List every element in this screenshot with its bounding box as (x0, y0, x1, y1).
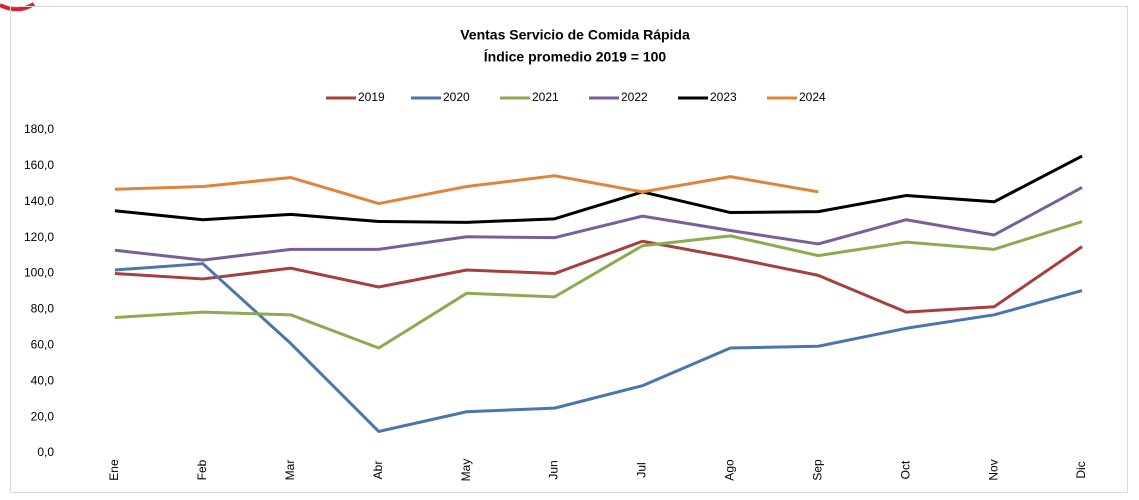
series-line (114, 220, 1083, 350)
series-line (114, 262, 1083, 433)
y-tick-label: 120,0 (24, 230, 54, 244)
legend-label: 2021 (532, 90, 559, 104)
x-tick-label: Jul (635, 462, 649, 477)
x-tick-label: Feb (195, 459, 209, 480)
x-tick-label: Sep (810, 459, 824, 481)
chart-title: Ventas Servicio de Comida Rápida (460, 27, 690, 43)
legend-label: 2024 (799, 90, 826, 104)
x-tick-label: Mar (283, 460, 297, 481)
logo-fragment (0, 2, 36, 12)
x-tick-label: Jun (547, 460, 561, 479)
series-line (114, 154, 1083, 224)
y-tick-label: 0,0 (37, 445, 54, 459)
legend-label: 2022 (621, 90, 648, 104)
legend-label: 2020 (443, 90, 470, 104)
series-line (114, 186, 1083, 262)
legend-label: 2023 (710, 90, 737, 104)
y-tick-label: 100,0 (24, 266, 54, 280)
series-line (114, 174, 819, 206)
y-tick-label: 140,0 (24, 194, 54, 208)
y-tick-label: 80,0 (31, 302, 55, 316)
x-tick-label: Oct (898, 460, 912, 479)
y-tick-label: 20,0 (31, 409, 55, 423)
series-line (114, 239, 1083, 314)
x-tick-label: Abr (371, 461, 385, 480)
x-tick-label: Ago (723, 459, 737, 481)
y-tick-label: 180,0 (24, 122, 54, 136)
chart-subtitle: Índice promedio 2019 = 100 (484, 49, 667, 65)
legend-label: 2019 (358, 90, 385, 104)
x-tick-label: Nov (986, 459, 1000, 480)
chart-border (10, 6, 1128, 493)
x-tick-label: Ene (107, 459, 121, 481)
x-tick-label: Dic (1074, 461, 1088, 478)
y-tick-label: 40,0 (31, 373, 55, 387)
y-tick-label: 60,0 (31, 338, 55, 352)
y-tick-label: 160,0 (24, 158, 54, 172)
x-tick-label: May (459, 459, 473, 482)
